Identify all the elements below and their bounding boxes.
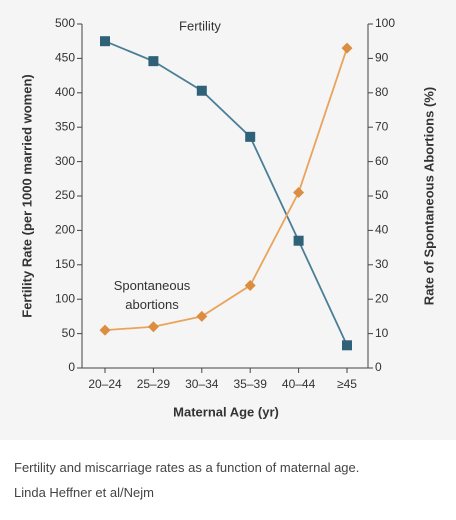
marker (147, 321, 159, 333)
y-tick-label: 250 (55, 188, 75, 202)
marker (99, 324, 111, 336)
y-axis-title: Fertility Rate (per 1000 married women) (19, 74, 34, 317)
series-label: Spontaneous abortions (113, 278, 191, 312)
y-tick-label: 300 (55, 154, 75, 168)
x-tick-label: ≥45 (337, 377, 357, 391)
y-tick-label: 150 (55, 257, 75, 271)
y-tick-label: 500 (55, 16, 75, 30)
chart: Fertility Rate (per 1000 married women) … (0, 0, 456, 440)
marker (100, 36, 110, 47)
caption-credit: Linda Heffner et al/Nejm (14, 485, 154, 500)
marker (244, 279, 256, 291)
x-tick-label: 30–34 (185, 377, 219, 391)
series-line (104, 40, 348, 346)
caption: Fertility and miscarriage rates as a fun… (14, 460, 360, 475)
x-tick-label: 25–29 (137, 377, 171, 391)
chart-background (0, 0, 456, 440)
y2-tick-label: 30 (375, 257, 389, 271)
y2-tick-label: 40 (375, 223, 389, 237)
marker (293, 187, 305, 199)
y-tick-label: 200 (55, 223, 75, 237)
marker (196, 310, 208, 322)
series-label: Fertility (179, 18, 221, 33)
x-tick-label: 40–44 (282, 377, 316, 391)
y2-tick-label: 50 (375, 188, 389, 202)
y-tick-label: 0 (68, 360, 75, 374)
y2-axis-title: Rate of Spontaneous Abortions (%) (421, 87, 436, 305)
y2-tick-label: 100 (375, 16, 395, 30)
x-tick-label: 20–24 (88, 377, 122, 391)
y2-tick-label: 60 (375, 154, 389, 168)
y2-tick-label: 70 (375, 119, 389, 133)
x-tick-label: 35–39 (234, 377, 268, 391)
y2-tick-label: 10 (375, 326, 389, 340)
x-axis-title: Maternal Age (yr) (173, 404, 279, 419)
y-tick-label: 400 (55, 85, 75, 99)
y2-tick-label: 20 (375, 291, 389, 305)
marker (245, 131, 256, 142)
y2-tick-label: 0 (375, 360, 382, 374)
y-tick-label: 350 (55, 119, 75, 133)
y-tick-label: 450 (55, 51, 75, 65)
marker (342, 340, 352, 351)
marker (341, 42, 353, 54)
y-tick-label: 50 (62, 326, 76, 340)
marker (293, 235, 304, 246)
y2-tick-label: 90 (375, 51, 389, 65)
marker (148, 56, 159, 67)
y2-tick-label: 80 (375, 85, 389, 99)
y-tick-label: 100 (55, 291, 75, 305)
series-line (104, 47, 348, 332)
marker (196, 85, 207, 96)
